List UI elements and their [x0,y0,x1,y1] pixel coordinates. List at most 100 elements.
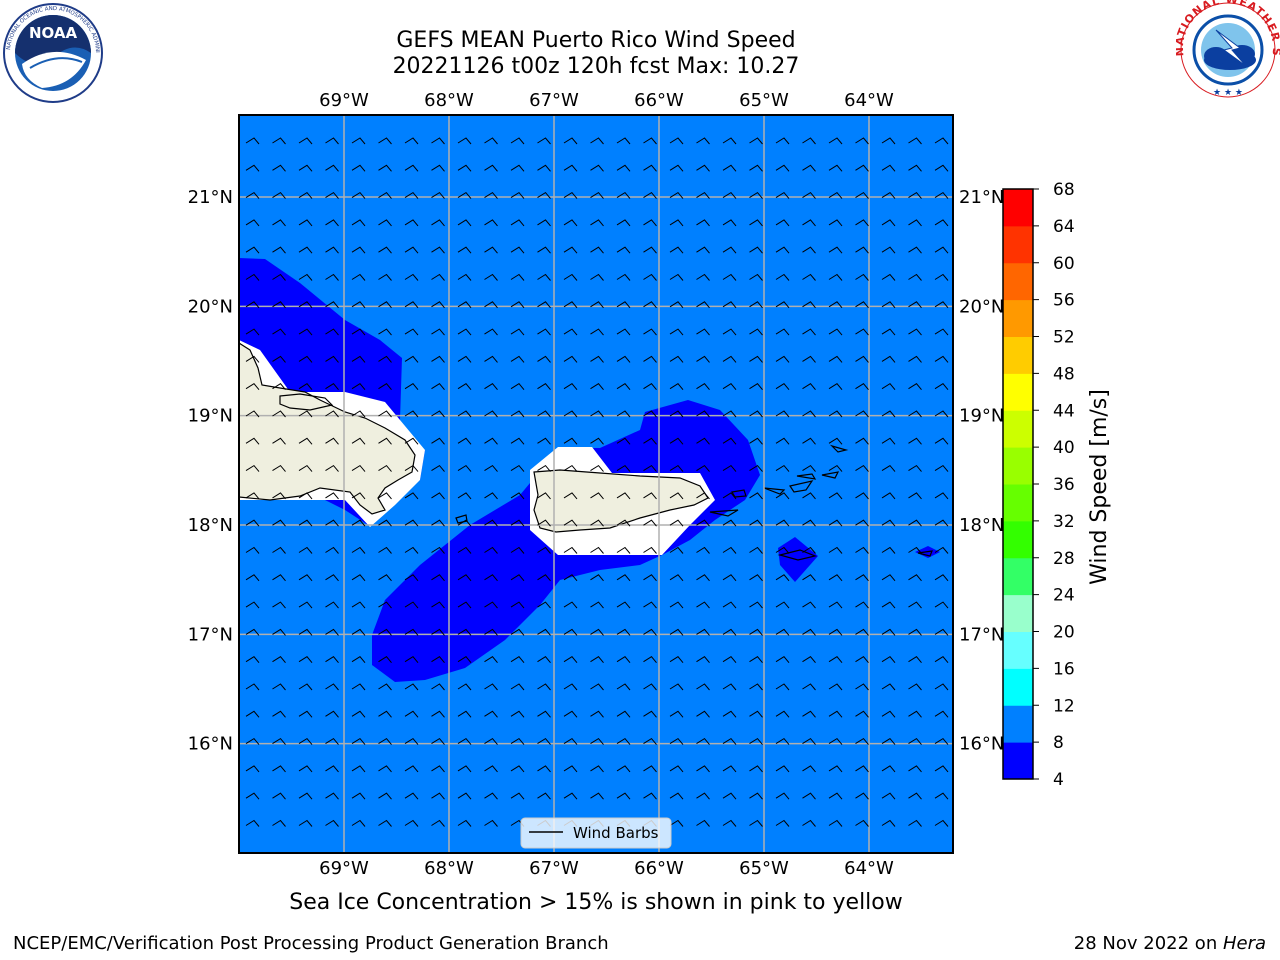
wind-barb [775,164,790,172]
wind-barb [855,546,869,554]
wind-barb [616,656,631,664]
wind-barb [775,355,790,363]
wind-barb [351,710,366,718]
wind-barb [669,273,684,281]
wind-barb [245,437,260,445]
wind-barb [881,710,896,718]
wind-barb [749,765,763,773]
wind-barb [457,219,472,227]
colorbar-segment [1003,373,1033,411]
wind-barb [934,246,949,254]
wind-barb [378,710,392,718]
wind-barb [351,546,366,554]
wind-barb [696,765,710,773]
wind-barb [563,628,578,636]
wind-barb [272,546,286,554]
wind-barb [272,164,286,172]
wind-barb [855,164,869,172]
wind-barb [616,601,631,609]
wind-barb [325,437,339,445]
wind-barb [696,355,710,363]
wind-barb [828,410,843,418]
lon-label-bottom: 67°W [529,858,579,879]
wind-barb [908,546,922,554]
wind-barb [855,656,869,664]
wind-barb [404,191,419,199]
colorbar-tick-label: 16 [1053,659,1075,679]
wind-barb [351,737,366,745]
wind-barb [245,546,260,554]
wind-barb [696,191,710,199]
wind-barb [510,628,525,636]
wind-barb [669,819,684,827]
wind-barb [351,355,366,363]
wind-barb [298,574,313,582]
wind-barb [404,765,419,773]
wind-barb [590,437,604,445]
wind-barb [563,737,578,745]
wind-barb [563,574,578,582]
wind-barb [934,628,949,636]
wind-barb [908,273,922,281]
wind-barb [828,765,843,773]
wind-barb [563,383,578,391]
wind-barb [457,464,472,472]
wind-barb [881,765,896,773]
wind-barb [775,683,790,691]
wind-barb [590,628,604,636]
wind-barb [484,301,498,309]
wind-barb [722,819,737,827]
colorbar-segment [1003,189,1033,227]
wind-barb [669,519,684,527]
wind-barb [616,328,631,336]
wind-barb [537,656,551,664]
wind-barb [404,492,419,500]
wind-barb [272,628,286,636]
wind-barb [669,328,684,336]
wind-barb [510,383,525,391]
wind-barb [775,628,790,636]
wind-barb [669,546,684,554]
wind-barb [616,164,631,172]
wind-barb [590,765,604,773]
colorbar-segment [1003,299,1033,337]
wind-barb [696,246,710,254]
colorbar-tick-label: 64 [1053,217,1075,237]
wind-barb [669,765,684,773]
wind-barb [669,437,684,445]
wind-barb [722,355,737,363]
wind-barb [696,164,710,172]
wind-barb [272,219,286,227]
wind-barb [272,464,286,472]
wind-barb [643,710,657,718]
wind-barb [802,164,816,172]
wind-barb [855,219,869,227]
wind-barb [669,355,684,363]
wind-barb [457,656,472,664]
wind-barb [563,519,578,527]
wind-barb [351,519,366,527]
wind-barb [643,546,657,554]
wind-barb [802,219,816,227]
wind-barb [855,437,869,445]
lon-label-top: 69°W [319,90,369,111]
wind-barb [908,601,922,609]
wind-barb [404,601,419,609]
wind-barb [245,273,260,281]
wind-barb [590,246,604,254]
wind-barb [484,273,498,281]
wind-barb [934,137,949,145]
puerto-rico-land [533,469,709,533]
wind-barb [457,164,472,172]
wind-barb [802,819,816,827]
wind-barb [404,219,419,227]
wind-barb [643,191,657,199]
wind-barb [563,355,578,363]
wind-barb [749,464,763,472]
wind-barb [431,301,445,309]
wind-barb [908,656,922,664]
wind-barb [908,191,922,199]
wind-barb [351,273,366,281]
wind-barb [325,765,339,773]
